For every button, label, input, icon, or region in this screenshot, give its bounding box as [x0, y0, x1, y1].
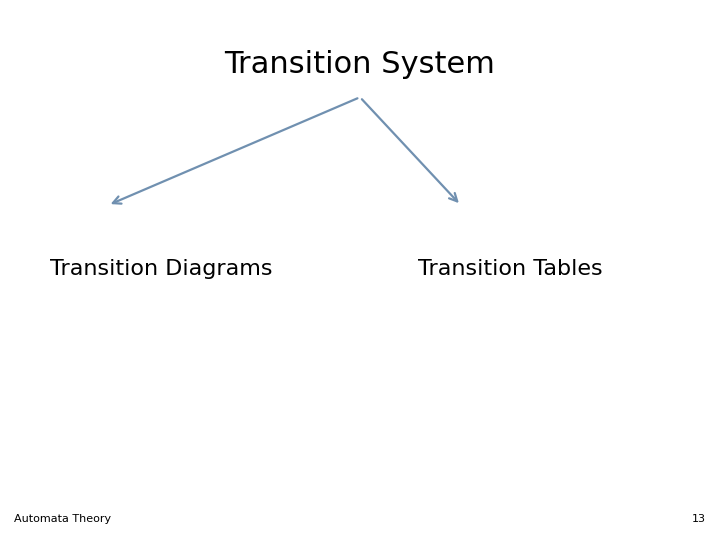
Text: Transition Diagrams: Transition Diagrams	[50, 259, 273, 279]
Text: Automata Theory: Automata Theory	[14, 514, 112, 524]
Text: 13: 13	[692, 514, 706, 524]
Text: Transition System: Transition System	[225, 50, 495, 79]
Text: Transition Tables: Transition Tables	[418, 259, 602, 279]
